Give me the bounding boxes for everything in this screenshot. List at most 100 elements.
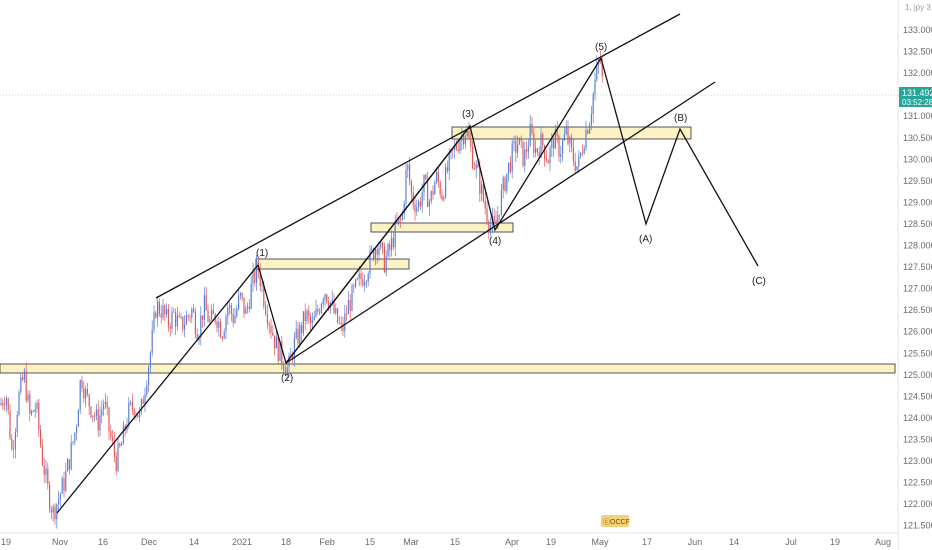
time-tick-label: 14 bbox=[729, 537, 739, 547]
candle-body bbox=[232, 313, 234, 323]
candle-body bbox=[297, 328, 299, 344]
candle-body bbox=[499, 214, 501, 216]
candle-body bbox=[38, 402, 40, 430]
candle-body bbox=[481, 184, 483, 194]
candle-body bbox=[218, 321, 220, 328]
candle-body bbox=[360, 273, 362, 280]
time-tick-label: 18 bbox=[281, 537, 291, 547]
candle-body bbox=[283, 363, 285, 371]
candle-body bbox=[266, 313, 268, 324]
candle-body bbox=[315, 309, 317, 317]
candle-body bbox=[40, 429, 42, 446]
wave-label-4: (4) bbox=[489, 236, 501, 247]
time-axis[interactable]: 19 Nov 16 Dec 14 2021 18 Feb 15 Mar 15 Apr 19 May 17 Ju… bbox=[1, 537, 891, 547]
candle-body bbox=[56, 504, 58, 520]
inner-channel-line[interactable] bbox=[285, 125, 471, 364]
candle-body bbox=[554, 129, 556, 149]
price-axis[interactable]: 133.000132.500132.000131.500131.000130.5… bbox=[903, 25, 932, 531]
candle-body bbox=[158, 301, 160, 314]
candle-body bbox=[572, 147, 574, 162]
candle-body bbox=[65, 470, 67, 491]
candle-body bbox=[513, 140, 515, 144]
candle-body bbox=[328, 302, 330, 309]
candle-body bbox=[500, 189, 502, 215]
time-tick-label: Mar bbox=[403, 537, 419, 547]
candle-body bbox=[538, 151, 540, 158]
candle-body bbox=[509, 162, 511, 172]
candle-body bbox=[540, 133, 542, 158]
candle-body bbox=[464, 135, 466, 145]
channel-upper-line[interactable] bbox=[155, 13, 681, 299]
candle-body bbox=[302, 311, 304, 334]
candle-body bbox=[43, 465, 45, 475]
time-tick-label: 14 bbox=[189, 537, 199, 547]
candle-body bbox=[49, 484, 51, 510]
candle-body bbox=[292, 354, 294, 360]
candle-body bbox=[466, 130, 468, 136]
candle-body bbox=[364, 282, 366, 286]
candle-body bbox=[545, 158, 547, 161]
candle-body bbox=[115, 455, 117, 472]
candle-body bbox=[331, 299, 333, 303]
candle-body bbox=[274, 335, 276, 349]
candle-body bbox=[468, 130, 470, 139]
candle-body bbox=[166, 309, 168, 315]
projection-path[interactable] bbox=[600, 57, 759, 267]
candle-body bbox=[290, 354, 292, 356]
candle-body bbox=[585, 130, 587, 149]
candle-body bbox=[236, 308, 238, 317]
candle-body bbox=[76, 426, 78, 433]
candle-body bbox=[470, 138, 472, 147]
candle-body bbox=[569, 137, 571, 144]
candle-body bbox=[549, 147, 551, 164]
candle-body bbox=[446, 167, 448, 172]
candle-body bbox=[164, 305, 166, 315]
candle-body bbox=[54, 506, 56, 520]
candle-body bbox=[18, 392, 20, 415]
candle-body bbox=[229, 305, 231, 308]
candle-body bbox=[502, 177, 504, 190]
candle-body bbox=[362, 279, 364, 286]
candle-body bbox=[50, 509, 52, 513]
candle-body bbox=[238, 295, 240, 309]
price-tick-label: 132.500 bbox=[903, 47, 932, 57]
candle-body bbox=[220, 321, 222, 338]
channel-lower-line[interactable] bbox=[285, 81, 716, 364]
candle-body bbox=[556, 129, 558, 137]
candle-body bbox=[0, 403, 2, 405]
candle-body bbox=[121, 444, 123, 446]
candle-body bbox=[86, 388, 88, 395]
zone-125[interactable] bbox=[0, 363, 896, 374]
uptrend-support-line[interactable] bbox=[56, 264, 259, 514]
candle-body bbox=[475, 164, 477, 170]
candle-body bbox=[263, 285, 265, 306]
candle-body bbox=[304, 311, 306, 322]
candle-body bbox=[425, 174, 427, 180]
zone-wave-4[interactable] bbox=[370, 222, 514, 233]
price-tick-label: 127.000 bbox=[903, 284, 932, 294]
candle-body bbox=[103, 404, 105, 410]
candle-body bbox=[139, 411, 141, 418]
candle-body bbox=[416, 207, 418, 212]
candle-body bbox=[45, 468, 47, 475]
candle-body bbox=[576, 166, 578, 171]
candle-body bbox=[243, 297, 245, 314]
candle-body bbox=[310, 315, 312, 323]
price-tick-label: 122.000 bbox=[903, 499, 932, 509]
price-tick-label: 126.000 bbox=[903, 327, 932, 337]
candle-body bbox=[25, 371, 27, 401]
price-tick-label: 132.000 bbox=[903, 68, 932, 78]
candle-body bbox=[522, 140, 524, 166]
candle-body bbox=[160, 313, 162, 318]
candle-body bbox=[151, 329, 153, 353]
candle-body bbox=[596, 64, 598, 80]
last-price-tag: 131.492 03:52:28 bbox=[899, 87, 932, 107]
candle-body bbox=[281, 341, 283, 364]
price-tick-label: 130.000 bbox=[903, 154, 932, 164]
candle-body bbox=[202, 315, 204, 320]
time-tick-label: 15 bbox=[450, 537, 460, 547]
price-tick-label: 133.000 bbox=[903, 25, 932, 35]
price-tick-label: 125.000 bbox=[903, 370, 932, 380]
